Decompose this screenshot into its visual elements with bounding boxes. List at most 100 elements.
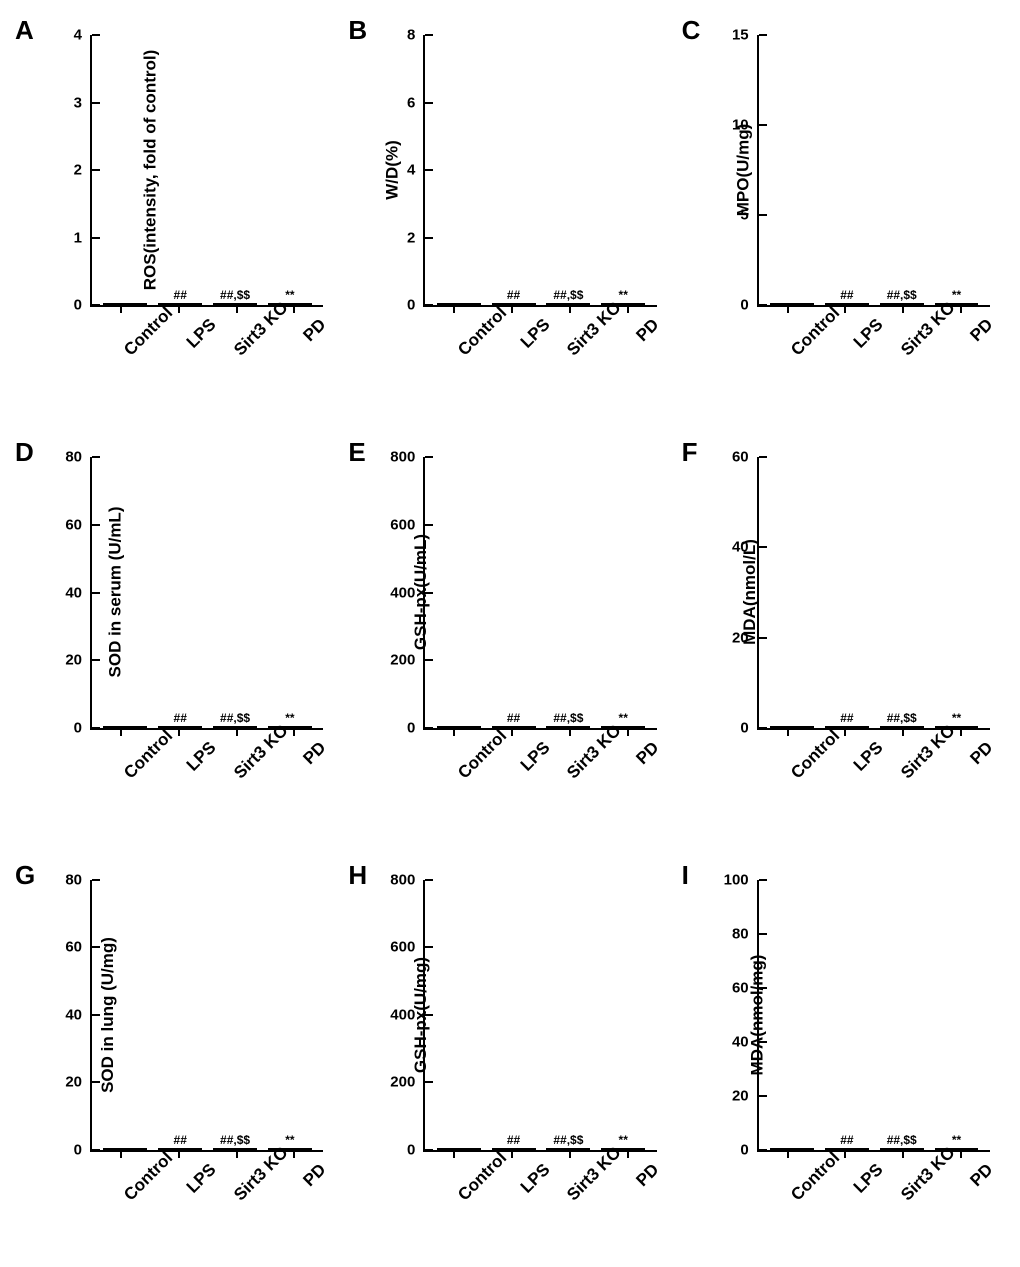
panel-label: G bbox=[15, 860, 35, 891]
significance-label: ## bbox=[174, 288, 187, 302]
panel-I: IMDA(nmol/mg)020406080100####,$$**Contro… bbox=[682, 860, 1005, 1252]
significance-label: ## bbox=[840, 711, 853, 725]
x-label: LPS bbox=[175, 738, 220, 783]
x-label: Sirt3 KO bbox=[564, 738, 609, 783]
chart-area: W/D(%)02468####,$$**ControlLPSSirt3 KOPD bbox=[423, 35, 656, 307]
y-tick-label: 800 bbox=[390, 871, 415, 888]
significance-label: ** bbox=[952, 288, 961, 302]
panel-C: CMPO(U/mg)051015####,$$**ControlLPSSirt3… bbox=[682, 15, 1005, 407]
y-tick-label: 600 bbox=[390, 516, 415, 533]
y-tick-label: 15 bbox=[732, 27, 749, 44]
x-labels: ControlLPSSirt3 KOPD bbox=[92, 728, 323, 748]
x-label: Control bbox=[454, 738, 499, 783]
x-label: Sirt3 KO bbox=[230, 738, 275, 783]
y-tick-label: 200 bbox=[390, 1074, 415, 1091]
significance-label: ** bbox=[285, 288, 294, 302]
x-label: Sirt3 KO bbox=[564, 1160, 609, 1205]
x-labels: ControlLPSSirt3 KOPD bbox=[92, 1150, 323, 1170]
significance-label: ##,$$ bbox=[887, 288, 917, 302]
bars-container: ####,$$** bbox=[92, 880, 323, 1150]
x-label: PD bbox=[285, 315, 330, 360]
significance-label: ** bbox=[619, 288, 628, 302]
x-labels: ControlLPSSirt3 KOPD bbox=[92, 305, 323, 325]
x-label: Control bbox=[454, 1160, 499, 1205]
x-labels: ControlLPSSirt3 KOPD bbox=[759, 1150, 990, 1170]
x-labels: ControlLPSSirt3 KOPD bbox=[425, 1150, 656, 1170]
x-label: Sirt3 KO bbox=[897, 315, 942, 360]
y-tick-label: 200 bbox=[390, 652, 415, 669]
x-label: PD bbox=[618, 315, 663, 360]
x-label: Control bbox=[787, 315, 832, 360]
significance-label: ** bbox=[952, 1133, 961, 1147]
significance-label: ## bbox=[507, 1133, 520, 1147]
panel-label: B bbox=[348, 15, 367, 46]
y-tick-label: 0 bbox=[740, 719, 748, 736]
x-label: Sirt3 KO bbox=[897, 1160, 942, 1205]
y-tick-label: 0 bbox=[740, 1142, 748, 1159]
y-tick-label: 20 bbox=[65, 652, 82, 669]
y-tick-label: 4 bbox=[74, 27, 82, 44]
x-label: LPS bbox=[842, 315, 887, 360]
y-tick-label: 20 bbox=[732, 1087, 749, 1104]
y-tick-label: 60 bbox=[732, 979, 749, 996]
significance-label: ##,$$ bbox=[220, 711, 250, 725]
x-label: PD bbox=[952, 1160, 997, 1205]
panel-D: DSOD in serum (U/mL)020406080####,$$**Co… bbox=[15, 437, 338, 829]
significance-label: ## bbox=[174, 711, 187, 725]
bars-container: ## ##,$$ ** bbox=[425, 880, 656, 1150]
y-tick-label: 60 bbox=[65, 939, 82, 956]
y-tick-label: 2 bbox=[74, 162, 82, 179]
significance-label: ** bbox=[619, 1133, 628, 1147]
panel-F: F MDA(nmol/L)0204060####,$$**ControlLPSSi… bbox=[682, 437, 1005, 829]
y-tick-label: 4 bbox=[407, 162, 415, 179]
chart-area: SOD in serum (U/mL)020406080####,$$**Con… bbox=[90, 457, 323, 729]
y-tick-label: 60 bbox=[732, 449, 749, 466]
x-label: PD bbox=[952, 738, 997, 783]
x-labels: ControlLPSSirt3 KOPD bbox=[759, 728, 990, 748]
x-label: LPS bbox=[842, 1160, 887, 1205]
x-label: Control bbox=[121, 1160, 166, 1205]
x-label: PD bbox=[618, 1160, 663, 1205]
significance-label: ##,$$ bbox=[553, 288, 583, 302]
bars-container: ####,$$** bbox=[759, 35, 990, 305]
x-labels: ControlLPSSirt3 KOPD bbox=[425, 305, 656, 325]
significance-label: ##,$$ bbox=[553, 1133, 583, 1147]
significance-label: ** bbox=[619, 711, 628, 725]
significance-label: ## bbox=[507, 288, 520, 302]
panel-label: C bbox=[682, 15, 701, 46]
y-tick-label: 60 bbox=[65, 516, 82, 533]
x-label: LPS bbox=[175, 315, 220, 360]
chart-area: MDA(nmol/L)0204060####,$$**ControlLPSSir… bbox=[757, 457, 990, 729]
y-tick-label: 8 bbox=[407, 27, 415, 44]
y-tick-label: 6 bbox=[407, 94, 415, 111]
y-tick-label: 800 bbox=[390, 449, 415, 466]
panel-label: I bbox=[682, 860, 689, 891]
significance-label: ## bbox=[507, 711, 520, 725]
y-tick-label: 400 bbox=[390, 584, 415, 601]
x-label: Control bbox=[787, 1160, 832, 1205]
y-tick-label: 40 bbox=[65, 1006, 82, 1023]
bars-container: ## ##,$$ ** bbox=[425, 457, 656, 727]
panel-E: EGSH-px(U/mL)0200400600800####,$$**Contr… bbox=[348, 437, 671, 829]
x-labels: ControlLPSSirt3 KOPD bbox=[425, 728, 656, 748]
panel-B: BW/D(%)02468####,$$**ControlLPSSirt3 KOP… bbox=[348, 15, 671, 407]
chart-area: GSH-px(U/mg)0200400600800####,$$**Contro… bbox=[423, 880, 656, 1152]
y-tick-label: 600 bbox=[390, 939, 415, 956]
x-label: LPS bbox=[509, 738, 554, 783]
x-label: Sirt3 KO bbox=[230, 1160, 275, 1205]
y-tick-label: 0 bbox=[407, 1142, 415, 1159]
y-tick-label: 1 bbox=[74, 229, 82, 246]
x-label: Sirt3 KO bbox=[897, 738, 942, 783]
significance-label: ##,$$ bbox=[553, 711, 583, 725]
x-label: LPS bbox=[842, 738, 887, 783]
y-tick-label: 20 bbox=[65, 1074, 82, 1091]
significance-label: ##,$$ bbox=[220, 288, 250, 302]
chart-area: ROS(intensity, fold of control)01234####… bbox=[90, 35, 323, 307]
y-tick-label: 400 bbox=[390, 1006, 415, 1023]
panel-label: F bbox=[682, 437, 698, 468]
significance-label: ##,$$ bbox=[887, 1133, 917, 1147]
x-label: Sirt3 KO bbox=[230, 315, 275, 360]
x-label: Sirt3 KO bbox=[564, 315, 609, 360]
significance-label: ** bbox=[285, 1133, 294, 1147]
chart-area: GSH-px(U/mL)0200400600800####,$$**Contro… bbox=[423, 457, 656, 729]
